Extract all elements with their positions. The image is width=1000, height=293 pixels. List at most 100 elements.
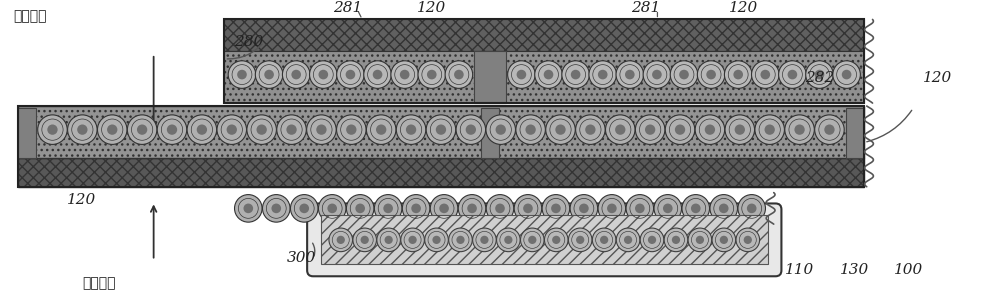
Circle shape: [247, 115, 276, 144]
Circle shape: [744, 236, 752, 244]
Text: 281: 281: [631, 1, 660, 15]
Circle shape: [663, 204, 673, 213]
Circle shape: [480, 236, 489, 244]
Circle shape: [571, 70, 580, 79]
Circle shape: [264, 70, 274, 79]
Circle shape: [842, 70, 851, 79]
Circle shape: [665, 115, 695, 144]
Circle shape: [427, 70, 437, 79]
Circle shape: [400, 70, 409, 79]
Circle shape: [439, 204, 449, 213]
Circle shape: [373, 70, 382, 79]
Circle shape: [600, 236, 608, 244]
Circle shape: [544, 228, 568, 252]
Circle shape: [562, 61, 589, 88]
Circle shape: [624, 236, 632, 244]
Circle shape: [589, 61, 616, 88]
Circle shape: [626, 195, 654, 222]
Circle shape: [688, 228, 712, 252]
Circle shape: [725, 115, 755, 144]
Text: 120: 120: [729, 1, 759, 15]
Circle shape: [466, 125, 476, 135]
Circle shape: [167, 125, 177, 135]
Circle shape: [282, 61, 310, 88]
Text: 110: 110: [785, 263, 815, 277]
Circle shape: [383, 204, 393, 213]
Circle shape: [568, 228, 592, 252]
Circle shape: [504, 236, 512, 244]
Circle shape: [271, 204, 281, 213]
Circle shape: [495, 204, 505, 213]
Circle shape: [736, 228, 760, 252]
Circle shape: [542, 195, 570, 222]
Circle shape: [528, 236, 536, 244]
Circle shape: [696, 236, 704, 244]
Circle shape: [316, 125, 327, 135]
Circle shape: [635, 204, 645, 213]
Circle shape: [391, 61, 418, 88]
Circle shape: [497, 228, 520, 252]
Circle shape: [291, 70, 301, 79]
Circle shape: [228, 61, 256, 88]
Circle shape: [824, 125, 835, 135]
Circle shape: [640, 228, 664, 252]
Circle shape: [765, 125, 775, 135]
Circle shape: [396, 115, 426, 144]
Circle shape: [616, 228, 640, 252]
Circle shape: [607, 204, 617, 213]
Circle shape: [377, 228, 400, 252]
Circle shape: [299, 204, 309, 213]
Circle shape: [467, 204, 477, 213]
Circle shape: [217, 115, 247, 144]
Circle shape: [592, 228, 616, 252]
Circle shape: [436, 125, 446, 135]
Circle shape: [408, 236, 417, 244]
Circle shape: [724, 61, 752, 88]
Circle shape: [157, 115, 187, 144]
Bar: [846, 108, 864, 159]
Circle shape: [625, 70, 635, 79]
Circle shape: [127, 115, 157, 144]
Text: 300: 300: [286, 251, 316, 265]
Circle shape: [255, 61, 283, 88]
Circle shape: [361, 236, 369, 244]
Circle shape: [473, 228, 496, 252]
Circle shape: [779, 61, 806, 88]
Circle shape: [520, 228, 544, 252]
Circle shape: [364, 61, 391, 88]
Text: 发射器侧: 发射器侧: [82, 276, 115, 290]
Text: 280: 280: [234, 35, 264, 49]
Bar: [18, 108, 36, 159]
Circle shape: [546, 115, 575, 144]
Circle shape: [432, 236, 441, 244]
Circle shape: [598, 195, 626, 222]
Circle shape: [77, 125, 88, 135]
Circle shape: [670, 61, 698, 88]
Circle shape: [535, 61, 562, 88]
Circle shape: [318, 195, 346, 222]
Circle shape: [355, 204, 365, 213]
Circle shape: [551, 204, 561, 213]
Circle shape: [544, 70, 553, 79]
Circle shape: [366, 115, 396, 144]
Text: 281: 281: [333, 1, 362, 15]
Circle shape: [552, 236, 560, 244]
Circle shape: [486, 195, 514, 222]
Circle shape: [47, 125, 58, 135]
Circle shape: [68, 115, 97, 144]
Circle shape: [615, 125, 625, 135]
Circle shape: [516, 115, 545, 144]
Circle shape: [97, 115, 127, 144]
Circle shape: [456, 236, 465, 244]
Circle shape: [523, 204, 533, 213]
Circle shape: [719, 204, 729, 213]
Circle shape: [286, 125, 297, 135]
Circle shape: [426, 115, 456, 144]
Circle shape: [654, 195, 682, 222]
Circle shape: [402, 195, 430, 222]
Circle shape: [508, 61, 535, 88]
Circle shape: [235, 195, 262, 222]
Circle shape: [454, 70, 464, 79]
Circle shape: [277, 115, 306, 144]
Bar: [18, 106, 864, 159]
